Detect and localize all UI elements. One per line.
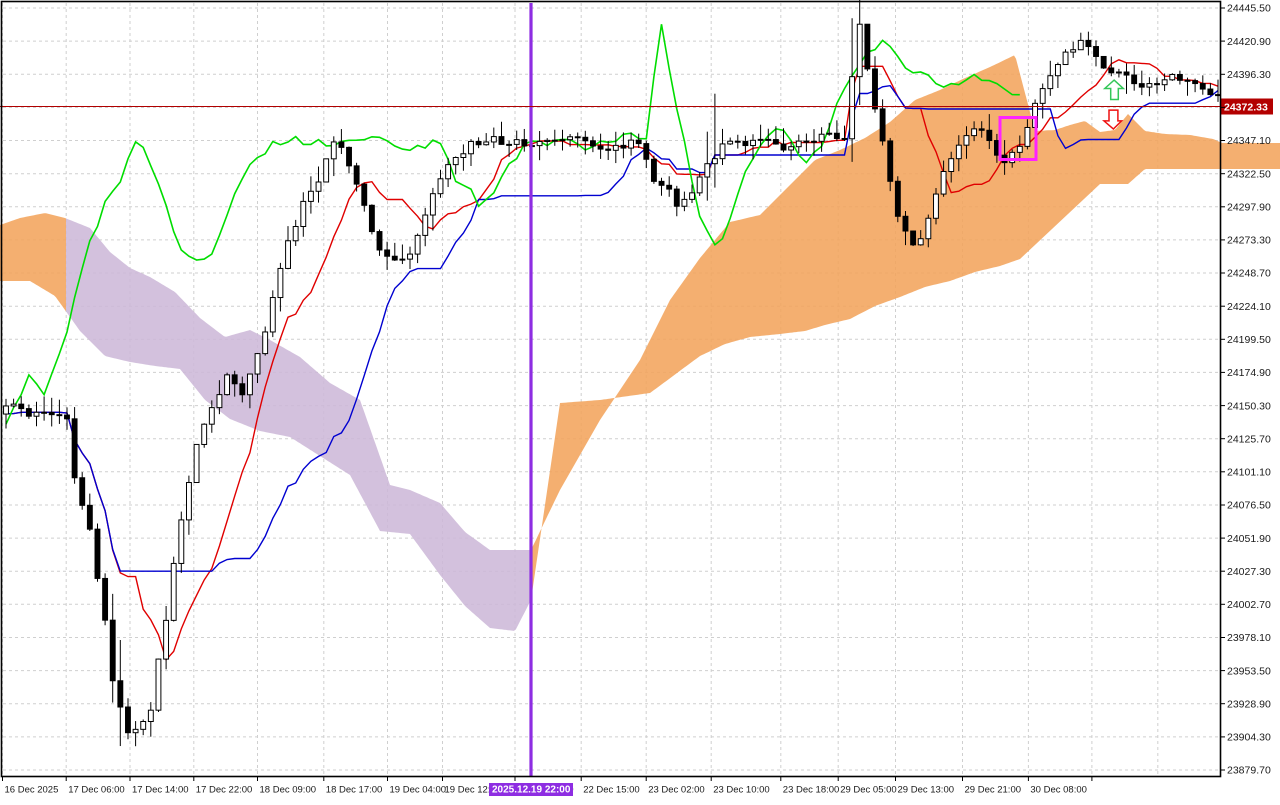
svg-text:23 Dec 10:00: 23 Dec 10:00 <box>713 785 770 796</box>
svg-text:23879.70: 23879.70 <box>1227 765 1271 777</box>
svg-text:24322.50: 24322.50 <box>1227 168 1271 180</box>
svg-text:17 Dec 14:00: 17 Dec 14:00 <box>132 785 189 796</box>
svg-text:24224.10: 24224.10 <box>1227 301 1271 313</box>
svg-text:2025.12.19 22:00: 2025.12.19 22:00 <box>492 784 571 795</box>
svg-text:24076.50: 24076.50 <box>1227 500 1271 512</box>
svg-text:29 Dec 13:00: 29 Dec 13:00 <box>898 785 955 796</box>
svg-text:24125.70: 24125.70 <box>1227 433 1271 445</box>
svg-text:22 Dec 15:00: 22 Dec 15:00 <box>583 785 640 796</box>
svg-text:24372.33: 24372.33 <box>1224 102 1268 114</box>
svg-text:24273.30: 24273.30 <box>1227 235 1271 247</box>
svg-text:24199.50: 24199.50 <box>1227 334 1271 346</box>
svg-text:24002.70: 24002.70 <box>1227 599 1271 611</box>
svg-text:24027.30: 24027.30 <box>1227 566 1271 578</box>
svg-text:30 Dec 08:00: 30 Dec 08:00 <box>1030 785 1087 796</box>
svg-text:23978.10: 23978.10 <box>1227 632 1271 644</box>
svg-text:24347.10: 24347.10 <box>1227 135 1271 147</box>
svg-text:24101.10: 24101.10 <box>1227 467 1271 479</box>
svg-text:24396.30: 24396.30 <box>1227 69 1271 81</box>
svg-text:18 Dec 09:00: 18 Dec 09:00 <box>260 785 317 796</box>
svg-text:29 Dec 05:00: 29 Dec 05:00 <box>840 785 897 796</box>
svg-text:24174.90: 24174.90 <box>1227 367 1271 379</box>
svg-text:24051.90: 24051.90 <box>1227 533 1271 545</box>
svg-text:23953.50: 23953.50 <box>1227 665 1271 677</box>
svg-text:19 Dec 04:00: 19 Dec 04:00 <box>390 785 447 796</box>
svg-text:29 Dec 21:00: 29 Dec 21:00 <box>965 785 1022 796</box>
svg-text:18 Dec 17:00: 18 Dec 17:00 <box>326 785 383 796</box>
svg-text:24248.70: 24248.70 <box>1227 268 1271 280</box>
svg-text:23 Dec 18:00: 23 Dec 18:00 <box>783 785 840 796</box>
svg-text:24150.30: 24150.30 <box>1227 400 1271 412</box>
svg-text:23904.30: 23904.30 <box>1227 732 1271 744</box>
svg-text:16 Dec 2025: 16 Dec 2025 <box>5 785 59 796</box>
svg-text:17 Dec 06:00: 17 Dec 06:00 <box>68 785 125 796</box>
svg-text:17 Dec 22:00: 17 Dec 22:00 <box>196 785 253 796</box>
svg-text:23928.90: 23928.90 <box>1227 698 1271 710</box>
svg-text:24420.90: 24420.90 <box>1227 36 1271 48</box>
svg-text:23 Dec 02:00: 23 Dec 02:00 <box>648 785 705 796</box>
svg-text:24297.90: 24297.90 <box>1227 202 1271 214</box>
svg-text:24445.50: 24445.50 <box>1227 3 1271 15</box>
